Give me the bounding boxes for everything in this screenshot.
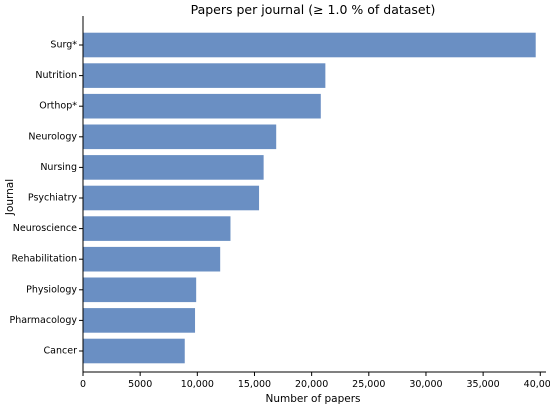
bar-surg xyxy=(83,32,536,58)
bar-orthop xyxy=(83,93,321,119)
x-tick-label: 25,000 xyxy=(352,379,385,390)
y-tick-label-nursing: Nursing xyxy=(40,162,77,173)
y-tick-label-cancer: Cancer xyxy=(44,346,78,357)
x-tick-label: 10,000 xyxy=(181,379,214,390)
y-tick-label-neurology: Neurology xyxy=(28,131,77,142)
y-tick-label-pharmacology: Pharmacology xyxy=(9,315,77,326)
x-tick-label: 20,000 xyxy=(295,379,328,390)
x-tick-label: 15,000 xyxy=(238,379,271,390)
x-tick-label: 30,000 xyxy=(409,379,442,390)
bar-psychiatry xyxy=(83,185,260,211)
bars xyxy=(83,32,536,364)
chart-title: Papers per journal (≥ 1.0 % of dataset) xyxy=(191,2,436,17)
y-tick-label-psychiatry: Psychiatry xyxy=(28,193,77,204)
y-axis-ticks: Surg* Nutrition Orthop* Neurology Nursing Psy… xyxy=(9,40,83,357)
bar-cancer xyxy=(83,338,185,364)
x-axis-label: Number of papers xyxy=(266,393,361,405)
bar-pharmacology xyxy=(83,308,196,333)
bar-neurology xyxy=(83,124,277,150)
bar-nutrition xyxy=(83,63,326,88)
y-tick-label-nutrition: Nutrition xyxy=(35,70,77,81)
y-tick-label-physiology: Physiology xyxy=(26,284,77,295)
bar-nursing xyxy=(83,155,264,180)
bar-neuroscience xyxy=(83,216,231,241)
x-tick-label: 35,000 xyxy=(466,379,499,390)
x-tick-label: 5000 xyxy=(128,379,152,390)
y-tick-label-rehabilitation: Rehabilitation xyxy=(11,254,77,265)
x-axis-ticks: 0 5000 10,000 15,000 20,000 25,000 30,000 35,00… xyxy=(80,372,550,390)
y-axis-label: Journal xyxy=(4,179,16,216)
y-tick-label-neuroscience: Neuroscience xyxy=(13,223,77,234)
bar-physiology xyxy=(83,277,197,303)
x-tick-label: 0 xyxy=(80,379,86,390)
x-tick-label: 40,000 xyxy=(524,379,550,390)
bar-rehabilitation xyxy=(83,246,221,272)
y-tick-label-orthop: Orthop* xyxy=(39,101,77,112)
y-tick-label-surg: Surg* xyxy=(50,40,77,51)
